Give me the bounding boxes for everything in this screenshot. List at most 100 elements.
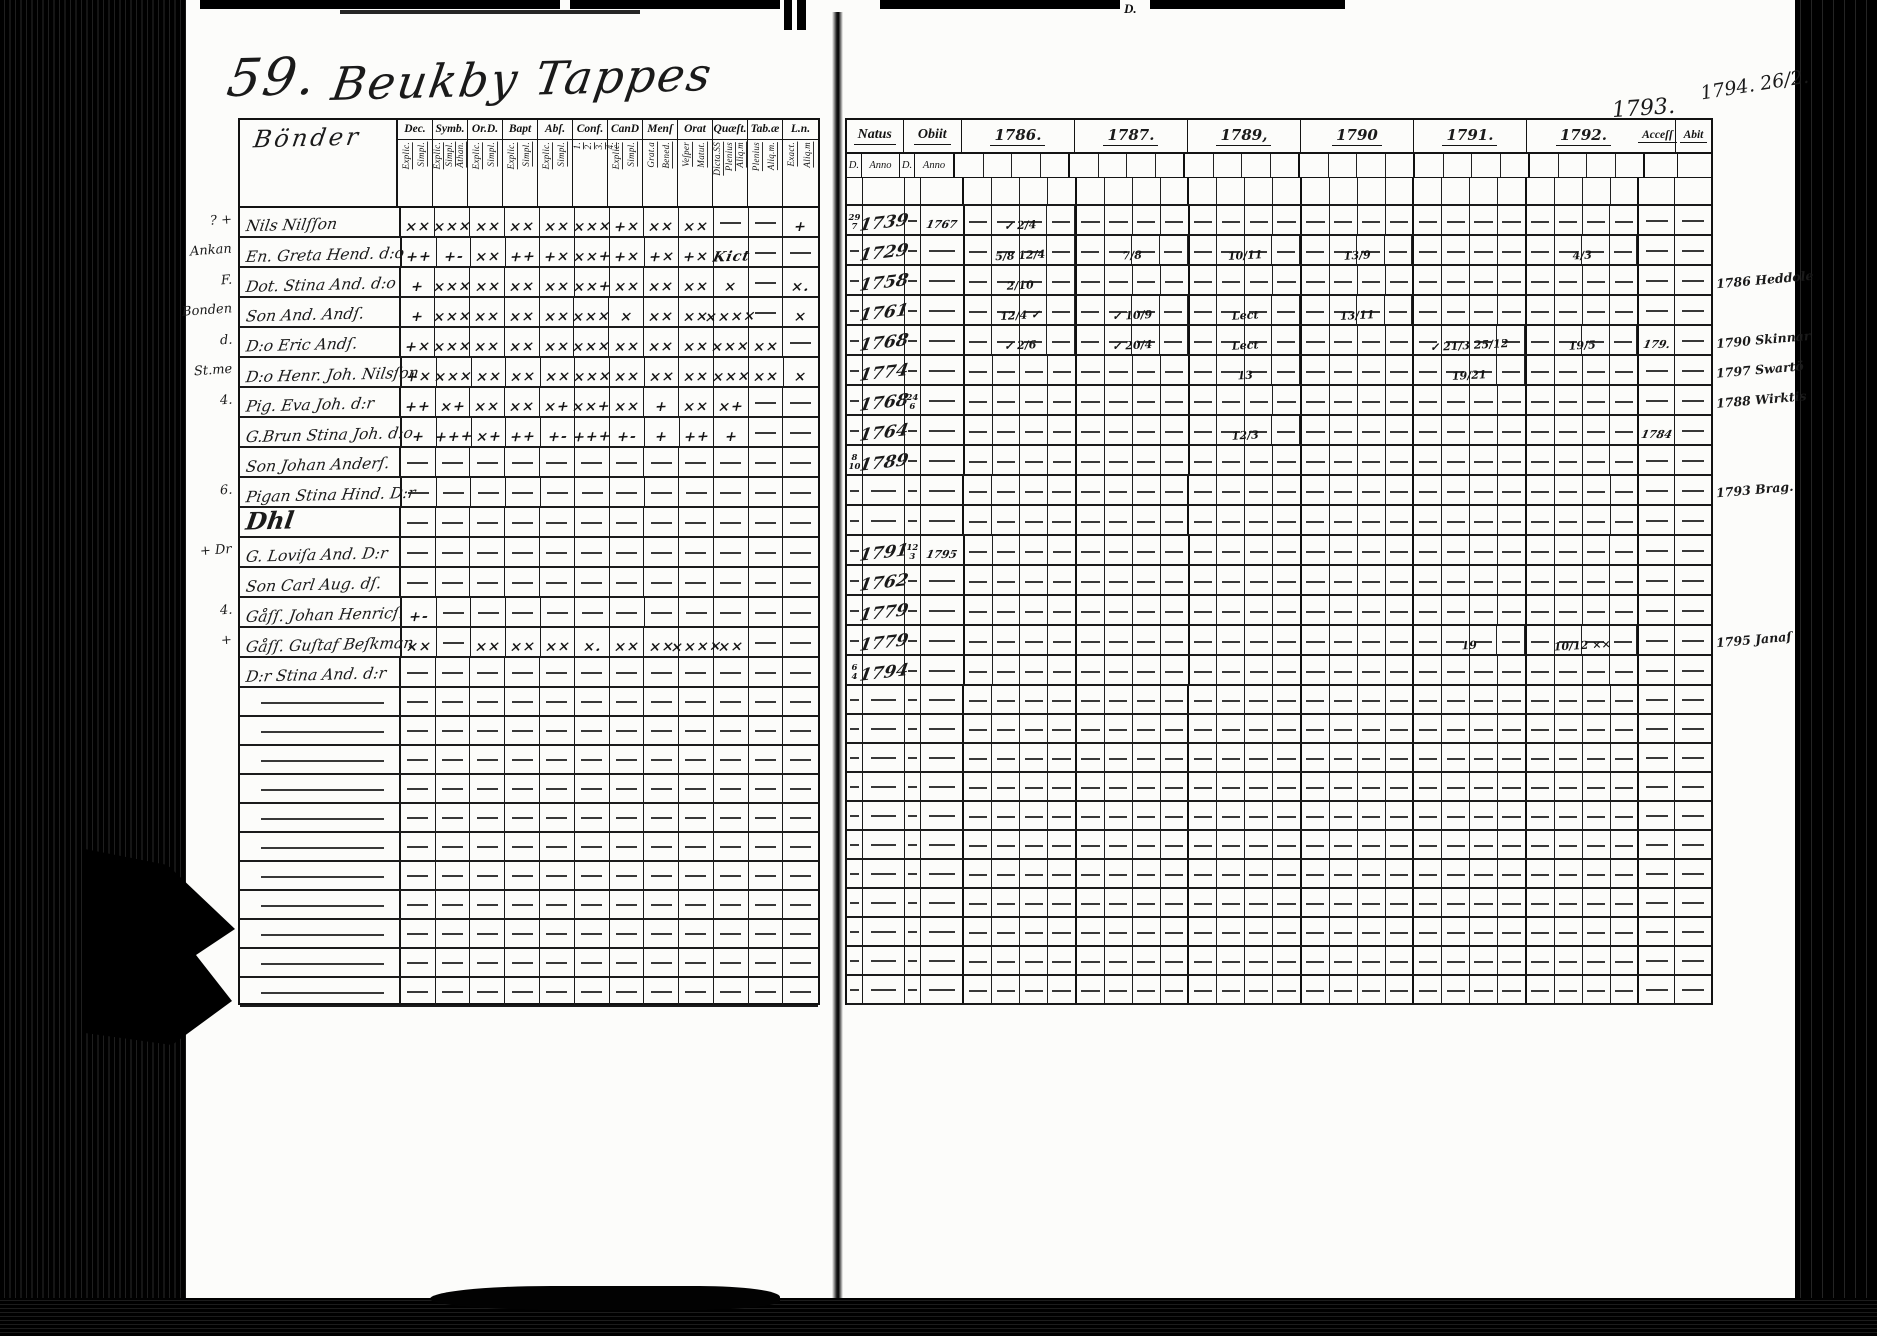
year-subcolumn	[1273, 773, 1300, 800]
year-subcolumn	[1330, 206, 1358, 234]
year-subcolumn	[1583, 860, 1611, 887]
year-subcolumn	[1610, 236, 1638, 264]
ruled-dash	[1645, 520, 1668, 522]
accessit-cell	[1639, 386, 1676, 414]
ruled-dash	[1559, 461, 1578, 463]
ruled-dash	[720, 672, 742, 674]
book-right-edge	[1795, 0, 1877, 1336]
filler-year-cell	[1189, 178, 1302, 204]
natus-anno-cell: 1791	[858, 536, 910, 566]
year-subcolumn	[1217, 536, 1246, 564]
abit-cell	[1675, 860, 1711, 887]
accessit-cell	[1639, 976, 1676, 1003]
exam-mark: ××	[473, 248, 503, 266]
exam-mark: ××	[716, 638, 746, 656]
year-subcolumn	[1160, 236, 1188, 264]
mark-cell	[505, 862, 540, 889]
year-subcolumn	[1616, 154, 1644, 177]
year-subcolumn	[1077, 566, 1105, 594]
ruled-dash	[1531, 521, 1550, 523]
exam-mark: ××+	[570, 278, 613, 296]
mark-cell	[749, 268, 784, 296]
mark-cell	[714, 448, 749, 476]
year-subcolumn	[1470, 686, 1499, 713]
mark-cell	[749, 775, 784, 802]
ruled-dash	[1193, 251, 1212, 253]
year-subcolumn	[1358, 773, 1386, 800]
ruled-dash	[1306, 932, 1325, 934]
year-subcolumn	[1470, 296, 1499, 324]
mark-cell	[783, 598, 818, 626]
ruled-dash	[849, 310, 860, 312]
mark-cell	[575, 717, 610, 744]
year-subcolumn	[1245, 773, 1274, 800]
year-subcolumn	[1272, 236, 1300, 264]
year-cell	[1189, 715, 1302, 742]
ruled-dash	[1614, 700, 1634, 702]
ruled-dash	[928, 670, 955, 672]
year-subcolumn	[1077, 773, 1105, 800]
ruled-dash	[511, 962, 533, 964]
mark-cell: +×	[610, 238, 645, 266]
year-subcolumn	[1442, 744, 1471, 771]
ruled-dash	[849, 844, 860, 846]
ruled-dash	[1164, 671, 1184, 673]
year-subcolumn	[1583, 296, 1611, 324]
ruled-dash	[1193, 551, 1213, 553]
ruled-dash	[754, 222, 776, 224]
ruled-dash	[1586, 671, 1606, 673]
year-cell	[1189, 476, 1302, 504]
left-table-header: Bönder Dec. Explic. Simpl. Symb. Explic. Simp…	[240, 120, 818, 208]
book-left-edge	[0, 0, 186, 1336]
year-cell: ✓ 2/6	[965, 326, 1078, 354]
year-subcolumn	[1358, 476, 1386, 504]
year-cell	[1414, 744, 1527, 771]
ruled-dash	[1334, 671, 1353, 673]
mark-cell: ××	[506, 358, 541, 386]
mark-cell	[749, 238, 784, 266]
name-cell: G.Brun Stina Joh. d:o	[240, 418, 414, 446]
name-cell: G. Loviſa And. D:r	[240, 538, 401, 566]
mark-cell	[401, 658, 436, 686]
scan-top-bar	[340, 10, 640, 14]
ruled-dash	[1137, 551, 1156, 553]
year-subcolumn	[1048, 860, 1075, 887]
year-subcolumn	[1610, 206, 1637, 234]
mark-cell	[679, 508, 714, 536]
ruled-dash	[1389, 611, 1409, 613]
year-subcolumn	[1330, 386, 1358, 414]
ruled-dash	[1109, 990, 1128, 992]
natus-day-cell	[847, 506, 863, 534]
mark-cell: ++	[402, 238, 437, 266]
year-subcolumn	[1330, 356, 1358, 384]
ruled-dash	[615, 904, 637, 906]
exam-mark: ××	[681, 338, 711, 356]
ruled-dash	[1361, 700, 1381, 702]
mark-cell	[506, 478, 541, 506]
year-cell	[1527, 860, 1640, 887]
year-subcolumn	[1161, 656, 1188, 684]
year-subcolumn	[1530, 154, 1559, 177]
year-subcolumn	[1245, 976, 1274, 1003]
name-cell: D:o Eric Andſ.	[240, 328, 401, 356]
ruled-dash	[1136, 816, 1156, 818]
ruled-dash	[720, 875, 742, 877]
ruled-dash	[1389, 431, 1409, 433]
year-subcolumn	[1133, 686, 1161, 713]
year-subcolumn	[965, 566, 993, 594]
mark-cell	[610, 598, 645, 626]
person-name: G. Loviſa And. D:r	[244, 543, 389, 566]
year-subcolumn	[965, 416, 993, 444]
ruled-dash	[1502, 903, 1521, 905]
year-subcolumn	[1583, 416, 1611, 444]
year-cell	[1414, 536, 1527, 564]
year-subcolumn	[1330, 416, 1358, 444]
ruled-dash	[1418, 611, 1437, 613]
year-subcolumn	[965, 326, 993, 354]
exam-mark: ××	[507, 338, 537, 356]
year-subcolumn	[1161, 976, 1188, 1003]
natus-year: 1768	[857, 390, 910, 416]
mark-cell	[610, 775, 645, 802]
left-margin-note: Ankan	[189, 241, 233, 260]
